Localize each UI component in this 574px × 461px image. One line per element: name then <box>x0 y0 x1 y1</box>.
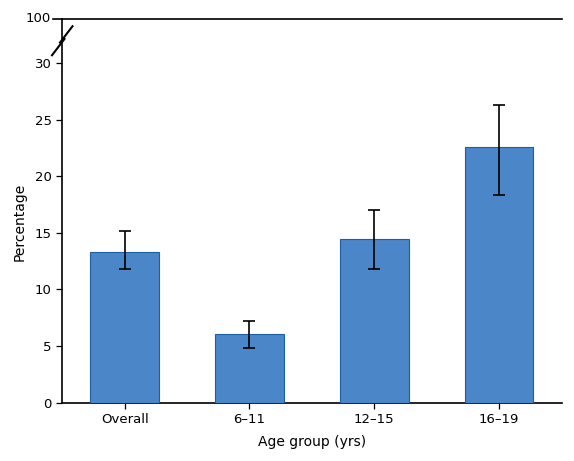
Bar <box>90 252 159 403</box>
Y-axis label: Percentage: Percentage <box>13 183 26 260</box>
Text: 100: 100 <box>26 12 51 25</box>
Bar <box>340 238 409 403</box>
X-axis label: Age group (yrs): Age group (yrs) <box>258 435 366 449</box>
Bar <box>465 147 533 403</box>
Bar <box>215 334 284 403</box>
